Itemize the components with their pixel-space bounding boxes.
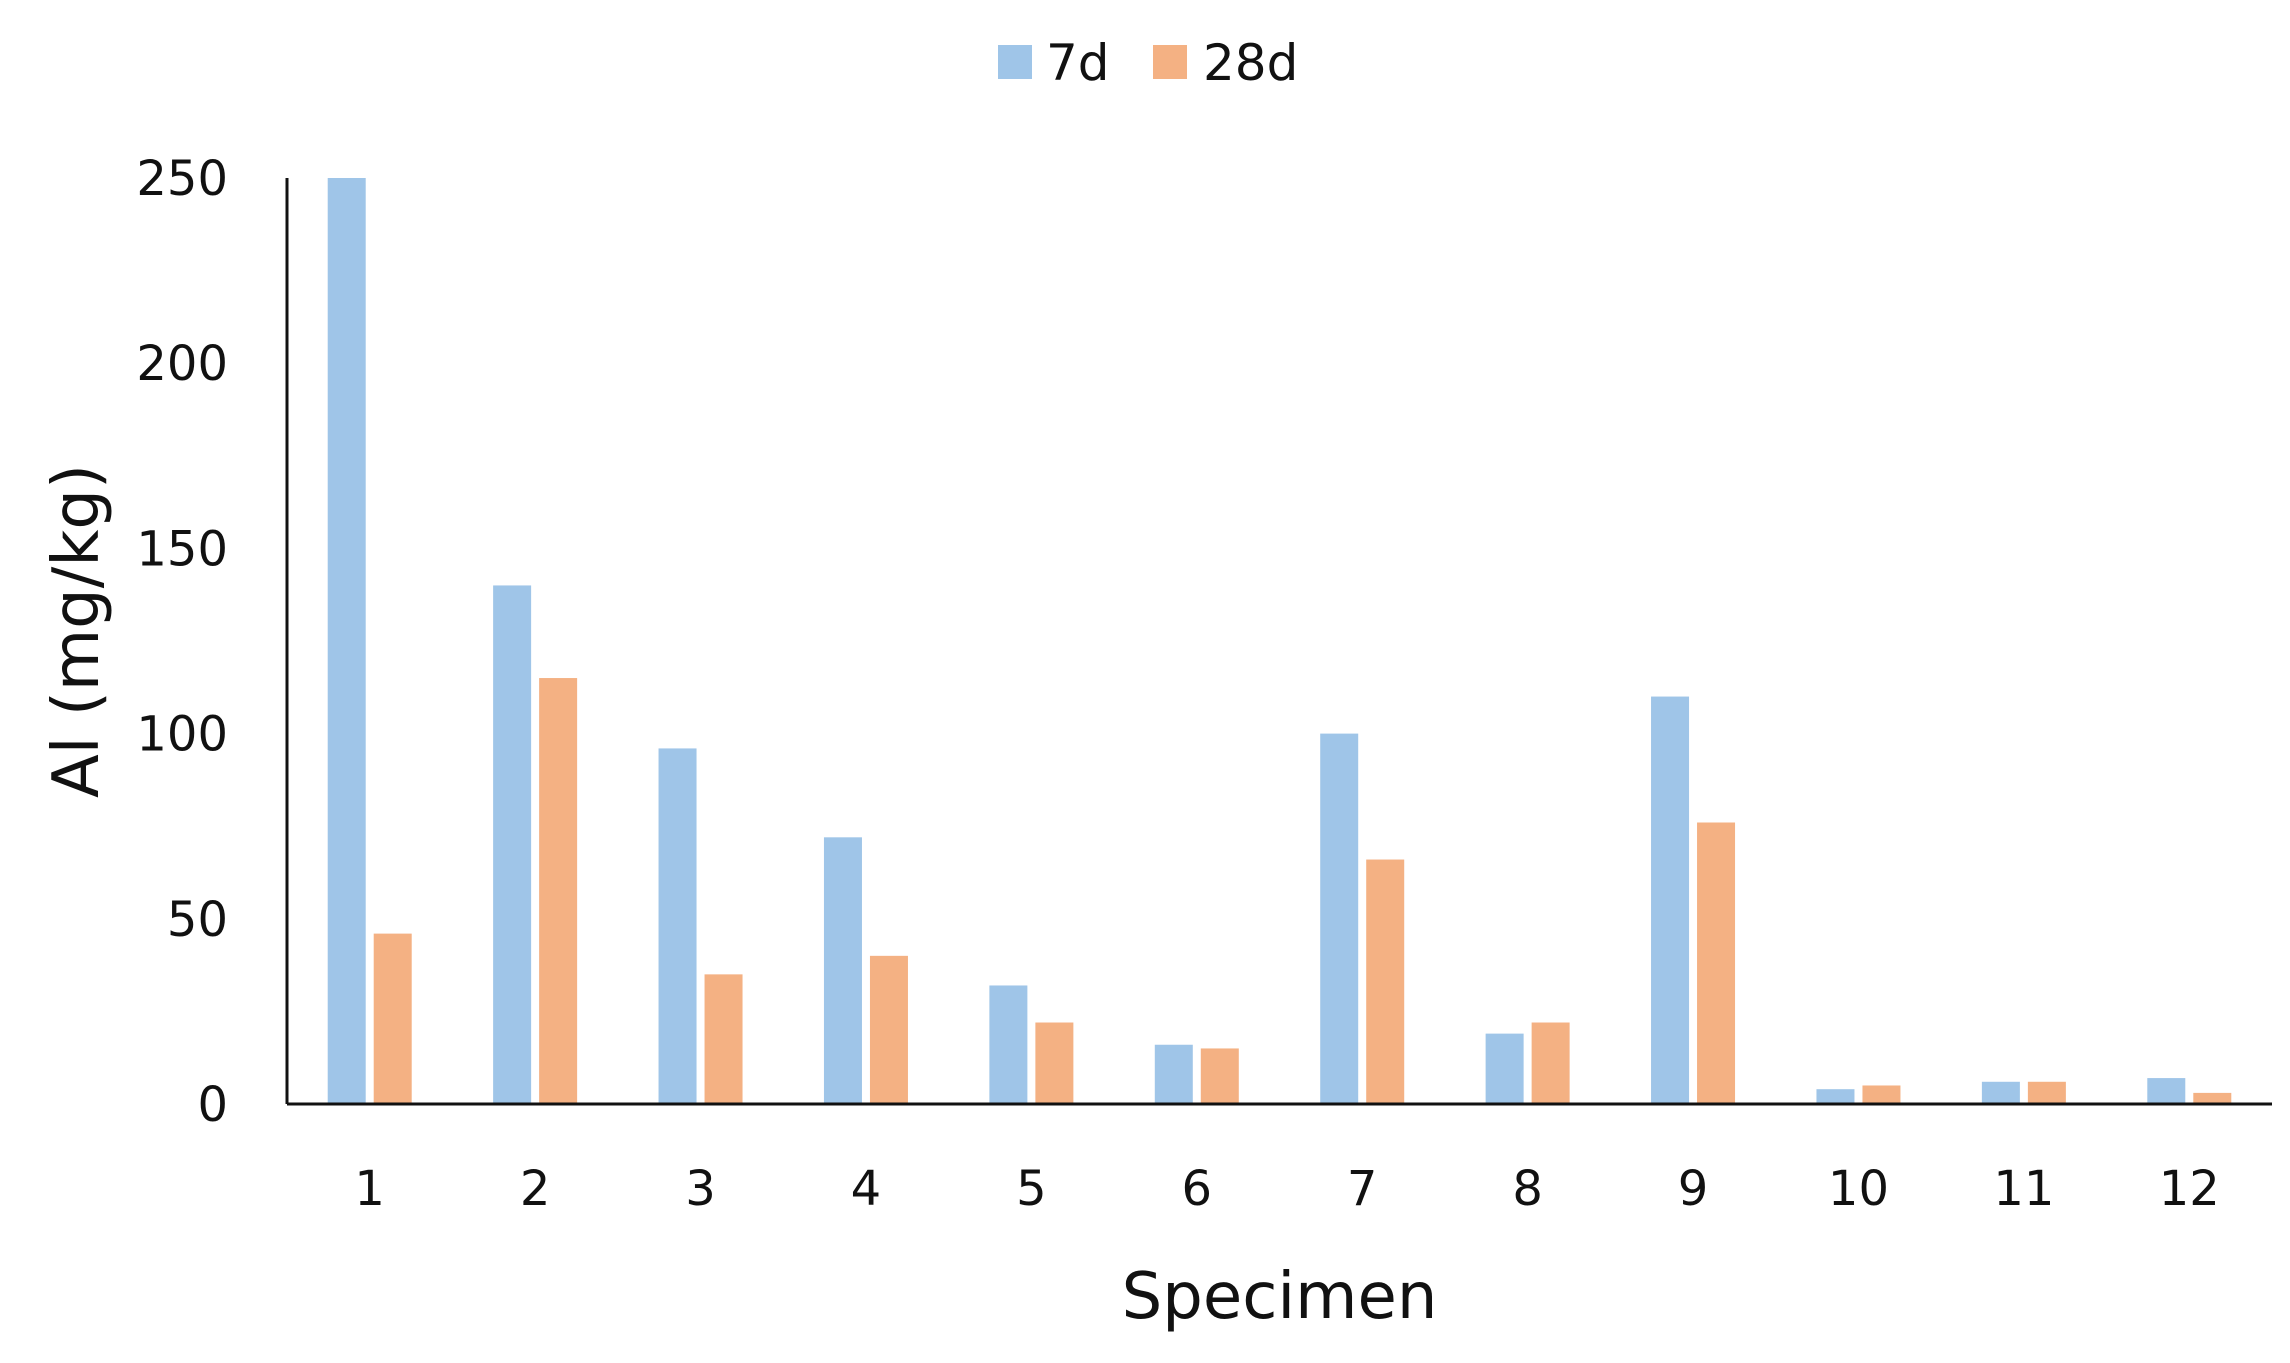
bars	[327, 178, 2232, 1104]
x-tick-label: 2	[520, 1161, 551, 1217]
bar-28d-3	[704, 974, 743, 1104]
x-tick-label: 12	[2159, 1161, 2220, 1217]
bar-28d-11	[2027, 1081, 2066, 1104]
x-tick-label: 1	[354, 1161, 385, 1217]
x-tick-label: 4	[851, 1161, 882, 1217]
x-axis-title: Specimen	[1122, 1260, 1438, 1334]
bar-7d-6	[1154, 1044, 1193, 1104]
y-tick-label: 250	[136, 151, 228, 207]
x-tick-label: 10	[1828, 1161, 1889, 1217]
bar-7d-9	[1651, 696, 1690, 1104]
x-tick-label: 7	[1347, 1161, 1378, 1217]
bar-28d-5	[1035, 1022, 1074, 1104]
bar-7d-3	[658, 748, 697, 1104]
x-tick-label: 6	[1182, 1161, 1213, 1217]
bar-7d-8	[1485, 1033, 1524, 1104]
bar-28d-6	[1200, 1048, 1239, 1104]
bar-7d-12	[2147, 1078, 2186, 1104]
x-axis-ticks: 1 2 3 4 5 6 7 8 9 10 11 12	[354, 1161, 2219, 1217]
bar-28d-2	[539, 678, 578, 1104]
x-tick-label: 8	[1512, 1161, 1543, 1217]
legend-label-28d: 28d	[1203, 34, 1298, 92]
bar-7d-4	[823, 837, 862, 1104]
legend-swatch-7d	[998, 45, 1032, 79]
bar-28d-10	[1862, 1085, 1901, 1104]
x-tick-label: 3	[685, 1161, 716, 1217]
y-tick-label: 0	[197, 1077, 228, 1133]
x-tick-label: 5	[1016, 1161, 1047, 1217]
x-tick-label: 11	[1993, 1161, 2054, 1217]
y-tick-label: 150	[136, 521, 228, 577]
bar-7d-5	[989, 985, 1028, 1104]
legend: 7d 28d	[998, 34, 1298, 92]
y-axis-title: Al (mg/kg)	[40, 464, 114, 798]
bar-7d-2	[493, 585, 532, 1104]
bar-28d-1	[373, 933, 412, 1104]
bar-28d-7	[1366, 859, 1405, 1104]
bar-7d-1	[327, 178, 366, 1104]
bar-28d-4	[869, 955, 908, 1104]
bar-7d-11	[1981, 1081, 2020, 1104]
bar-7d-7	[1320, 733, 1359, 1104]
y-tick-label: 200	[136, 336, 228, 392]
bar-28d-9	[1697, 822, 1736, 1104]
y-tick-label: 50	[167, 892, 228, 948]
bar-7d-10	[1816, 1089, 1855, 1104]
x-tick-label: 9	[1678, 1161, 1709, 1217]
y-tick-label: 100	[136, 707, 228, 763]
bar-28d-12	[2193, 1092, 2232, 1104]
bar-28d-8	[1531, 1022, 1570, 1104]
y-axis-ticks: 0 50 100 150 200 250	[136, 151, 228, 1133]
legend-swatch-28d	[1153, 45, 1187, 79]
legend-label-7d: 7d	[1046, 34, 1110, 92]
